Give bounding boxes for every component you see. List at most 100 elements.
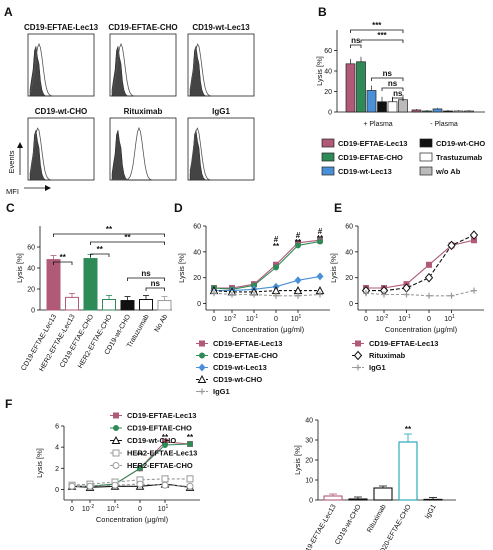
legend-label: CD19-EFTAE-Lec13 — [338, 139, 407, 148]
y-tick-label: 0 — [309, 498, 313, 505]
panel-d: 0 20 40 60 Lysis [%] 0 10-2 10-1 0 101 Concentrati… — [177, 224, 330, 396]
histogram-stained-line — [111, 42, 172, 97]
point — [161, 475, 169, 483]
sig-label: ** — [137, 451, 144, 460]
legend-label: CD19-wt-CHO — [436, 139, 485, 148]
bar — [65, 296, 79, 311]
point — [381, 291, 387, 298]
y-tick-label: 20 — [324, 89, 332, 96]
sig-label: # — [318, 227, 323, 236]
sig-label: ** — [60, 253, 67, 262]
x-tick-exponent: -1 — [115, 504, 120, 510]
point — [471, 237, 477, 244]
sig-label: ns — [388, 79, 398, 88]
sig-bracket — [350, 29, 404, 33]
point — [186, 482, 194, 490]
x-tick-exponent: -2 — [232, 314, 237, 320]
point — [113, 425, 119, 431]
sig-bracket — [90, 253, 110, 257]
y-tick-label: 20 — [193, 275, 201, 282]
x-tick-exponent: 1 — [166, 504, 169, 510]
y-tick-label: 60 — [324, 48, 332, 55]
sig-bracket — [127, 277, 165, 281]
point — [211, 290, 217, 297]
bar — [387, 101, 398, 113]
group-label: - Plasma — [430, 121, 458, 128]
sig-label: *** — [377, 31, 387, 40]
bar — [356, 61, 366, 113]
y-tick-label: 0 — [328, 110, 332, 117]
point — [355, 340, 361, 347]
point — [316, 272, 324, 281]
point — [112, 462, 120, 469]
series-line — [366, 234, 475, 292]
panel-e: 0 20 40 60 Lysis [%] 0 10-2 10-1 0 101 Concentrati… — [329, 224, 484, 372]
x-arrowhead — [45, 185, 51, 191]
histogram-2: CD19-wt-Lec13 — [187, 23, 255, 97]
point — [294, 276, 302, 285]
x-tick-exponent: -1 — [406, 314, 411, 320]
histogram-0: CD19-EFTAE-Lec13 — [24, 23, 99, 97]
sig-label: *** — [372, 21, 382, 30]
bar — [157, 300, 172, 311]
x-tick-label: 0 — [427, 316, 431, 323]
sig-bracket — [360, 39, 404, 43]
histogram-control-fill — [29, 46, 90, 97]
bar — [323, 495, 343, 501]
y-tick-label: 60 — [27, 245, 35, 252]
point — [186, 475, 194, 483]
point — [111, 435, 121, 444]
legend-swatch — [419, 152, 433, 162]
point — [426, 261, 432, 268]
point — [251, 291, 257, 298]
legend-label: CD19-wt-CHO — [127, 436, 176, 445]
x-tick-label: 0 — [212, 316, 216, 323]
legend-swatch — [419, 138, 433, 148]
y-tick-label: 40 — [324, 69, 332, 76]
panel-f2: 0 10 20 30 40 Lysis [%] CD19-EFTAE-Lec13CD19-w… — [293, 418, 456, 550]
x-tick-label: Rituximab — [366, 503, 388, 534]
point — [137, 465, 143, 472]
group-label: + Plasma — [363, 121, 392, 128]
point — [447, 240, 456, 251]
legend-label: CD19-EFTAE-Lec13 — [213, 339, 282, 348]
x-tick-label: 10-2 — [224, 314, 236, 323]
panel-label-F: F — [5, 397, 12, 411]
sig-label: ns — [383, 69, 393, 78]
legend-label: CD19-EFTAE-Lec13 — [127, 411, 196, 420]
y-tick-label: 0 — [197, 301, 201, 308]
y-tick-label: 40 — [27, 266, 35, 273]
sig-label: ** — [97, 245, 104, 254]
x-tick-exponent: -2 — [90, 504, 95, 510]
histogram-control-fill — [189, 130, 250, 181]
bar — [348, 498, 368, 501]
x-axis-label: Concentration (μg/ml) — [385, 325, 458, 334]
histogram-title: CD19-EFTAE-Lec13 — [24, 23, 99, 32]
legend-label: CD19-wt-Lec13 — [338, 167, 392, 176]
histogram-stained-line — [189, 127, 250, 181]
point — [424, 272, 434, 283]
y-tick-label: 6 — [55, 424, 59, 431]
point — [295, 292, 301, 299]
y-tick-label: 60 — [345, 224, 353, 231]
legend-label: HER2-EFTAE-Lec13 — [127, 449, 197, 458]
x-tick-label: 0 — [364, 316, 368, 323]
x-tick-label: HER2-EFTAE-CHO — [77, 313, 114, 370]
bar — [366, 90, 377, 113]
legend-label: IgG1 — [213, 387, 230, 396]
x-tick-label: CD19-EFTAE-CHO — [59, 313, 95, 369]
point — [353, 350, 363, 361]
x-tick-label: CD19-wt-CHO — [334, 503, 363, 546]
histogram-4: Rituximab — [109, 107, 177, 181]
y-axis-label: Lysis [%] — [15, 253, 24, 283]
series-line — [214, 239, 321, 289]
x-tick-label: 10-2 — [82, 504, 94, 513]
point — [112, 449, 120, 457]
sig-label: ** — [106, 225, 113, 234]
y-arrowhead — [17, 142, 23, 148]
bar — [398, 441, 418, 501]
x-tick-label: 10-1 — [246, 314, 258, 323]
y-tick-label: 20 — [345, 275, 353, 282]
